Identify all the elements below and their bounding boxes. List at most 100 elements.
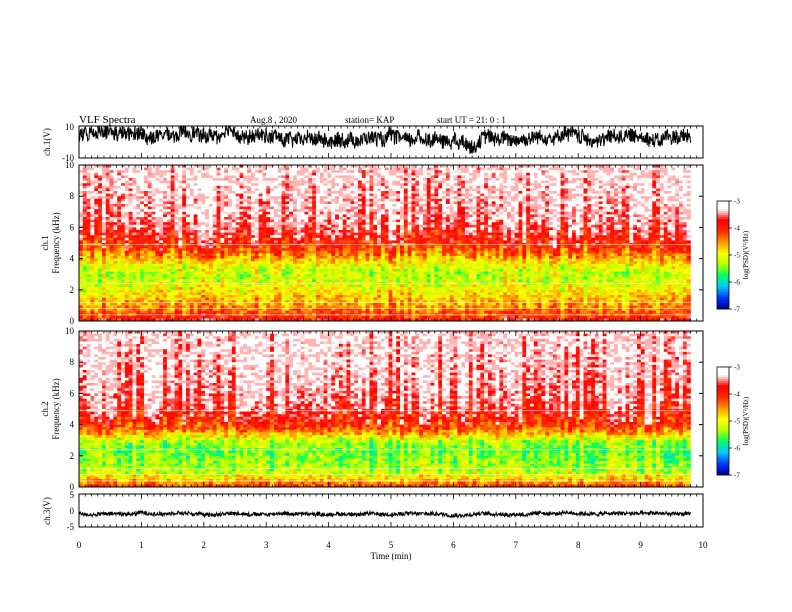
ch1-spectrogram-cell: [216, 198, 221, 202]
ch1-spectrogram-cell: [231, 284, 236, 288]
ch1-spectrogram-cell: [178, 165, 183, 168]
ch1-spectrogram-cell: [300, 217, 305, 220]
ch1-spectrogram-cell: [178, 305, 183, 309]
ch1-spectrogram-cell: [377, 318, 382, 322]
ch1-spectrogram-cell: [109, 191, 114, 194]
ch1-spectrogram-cell: [208, 258, 214, 262]
ch1-spectrogram-cell: [273, 305, 279, 309]
ch1-spectrogram-cell: [304, 201, 309, 205]
ch1-spectrogram-cell: [136, 185, 141, 189]
ch1-spectrogram-cell: [224, 271, 229, 275]
ch1-spectrogram-cell: [289, 274, 294, 278]
ch1-spectrogram-cell: [124, 175, 129, 179]
ch1-spectrogram-cell: [308, 230, 313, 233]
ch1-spectrogram-cell: [224, 191, 229, 194]
ch1-spectrogram-cell: [182, 198, 187, 202]
ch1-spectrogram-cell: [358, 230, 363, 233]
ch1-spectrogram-cell: [136, 266, 141, 270]
ch1-spectrogram-cell: [304, 235, 309, 239]
ch1-spectrogram-cell: [247, 175, 252, 179]
ch1-spectrogram-cell: [189, 232, 194, 236]
ch1-spectrogram-cell: [109, 266, 114, 270]
ch1-spectrogram-cell: [193, 250, 198, 254]
ch1-spectrogram-cell: [293, 258, 298, 262]
ch1-spectrogram-cell: [170, 185, 175, 189]
ch1-spectrogram-cell: [124, 185, 129, 189]
ch1-spectrogram-cell: [258, 217, 263, 220]
ch1-spectrogram-cell: [208, 315, 214, 319]
ch1-spectrogram-cell: [312, 188, 317, 192]
ch1-spectrogram-cell: [354, 279, 359, 283]
ch1-spectrogram-cell: [151, 289, 156, 293]
ch1-spectrogram-cell: [331, 214, 336, 218]
ch1-spectrogram-cell: [273, 271, 279, 275]
ch1-spectrogram-cell: [392, 204, 397, 207]
ch1-spectrogram-cell: [186, 227, 191, 231]
ch1-spectrogram-cell: [174, 206, 179, 210]
ch1-spectrogram-cell: [212, 206, 217, 210]
ch1-spectrogram-cell: [201, 185, 206, 189]
ch1-spectrogram-cell: [346, 256, 351, 259]
ch1-spectrogram-cell: [262, 170, 267, 174]
ch1-spectrogram-cell: [300, 235, 305, 239]
ch1-spectrogram-cell: [239, 305, 244, 309]
ch1-spectrogram-cell: [338, 266, 344, 270]
ch1-spectrogram-cell: [231, 269, 236, 272]
ch1-spectrogram-cell: [300, 263, 305, 267]
ch1-spectrogram-cell: [388, 172, 393, 176]
ch1-spectrogram-cell: [300, 178, 305, 181]
ch1-spectrogram-cell: [270, 245, 275, 249]
ch1-spectrogram-cell: [254, 219, 259, 223]
ch1-spectrogram-cell: [201, 269, 206, 272]
ch1-spectrogram-cell: [224, 180, 229, 184]
ch1-spectrogram-cell: [365, 206, 370, 210]
ch1-spectrogram-cell: [319, 219, 324, 223]
ch1-spectrogram-cell: [396, 170, 401, 174]
ch1-spectrogram-cell: [151, 279, 156, 283]
ch1-spectrogram-cell: [98, 302, 103, 306]
ch1-spectrogram-cell: [90, 214, 95, 218]
ch1-spectrogram-cell: [273, 248, 279, 252]
ch1-spectrogram-cell: [258, 232, 263, 236]
ch1-spectrogram-cell: [319, 271, 324, 275]
ch1-spectrogram-cell: [113, 269, 118, 272]
ch1-spectrogram-cell: [365, 263, 370, 267]
ch1-spectrogram-cell: [174, 185, 179, 189]
ch1-spectrogram-cell: [319, 297, 324, 301]
ch1-spectrogram-cell: [186, 206, 191, 210]
ch1-spectrogram-cell: [212, 209, 217, 213]
ch1-spectrogram-cell: [384, 222, 389, 226]
ch1-spectrogram-cell: [338, 198, 344, 202]
ch1-spectrogram-cell: [327, 279, 332, 283]
ch1-spectrogram-cell: [193, 284, 198, 288]
ch1-spectrogram-cell: [239, 183, 244, 187]
ch1-spectrogram-cell: [216, 276, 221, 280]
ch1-spectrogram-cell: [147, 165, 152, 168]
ch1-spectrogram-cell: [163, 248, 168, 252]
ch1-spectrogram-cell: [163, 219, 168, 223]
ch1-spectrogram-cell: [350, 183, 355, 187]
ch1-spectrogram-cell: [304, 240, 309, 244]
ch1-spectrogram-cell: [289, 211, 294, 215]
ch1-spectrogram-cell: [247, 214, 252, 218]
ch1-spectrogram-cell: [247, 211, 252, 215]
ch1-spectrogram-cell: [377, 204, 382, 207]
ch1-spectrogram-cell: [117, 170, 122, 174]
ch1-spectrogram-cell: [193, 219, 198, 223]
ch1-spectrogram-cell: [285, 188, 290, 192]
ch1-spectrogram-cell: [113, 292, 118, 296]
ch1-spectrogram-cell: [312, 302, 317, 306]
ch1-spectrogram-cell: [201, 263, 206, 267]
ch1-spectrogram-cell: [228, 266, 233, 270]
ch1-spectrogram-cell: [140, 305, 145, 309]
ch1-spectrogram-cell: [266, 224, 271, 228]
ch1-spectrogram-cell: [266, 245, 271, 249]
ch1-spectrogram-cell: [304, 191, 309, 194]
ch1-spectrogram-cell: [281, 214, 286, 218]
ch1-spectrogram-cell: [174, 263, 179, 267]
ch1-spectrogram-cell: [319, 248, 324, 252]
ch1-spectrogram-cell: [266, 219, 271, 223]
ch1-spectrogram-cell: [384, 224, 389, 228]
ch1-spectrogram-cell: [140, 178, 145, 181]
ch1-spectrogram-cell: [266, 175, 271, 179]
